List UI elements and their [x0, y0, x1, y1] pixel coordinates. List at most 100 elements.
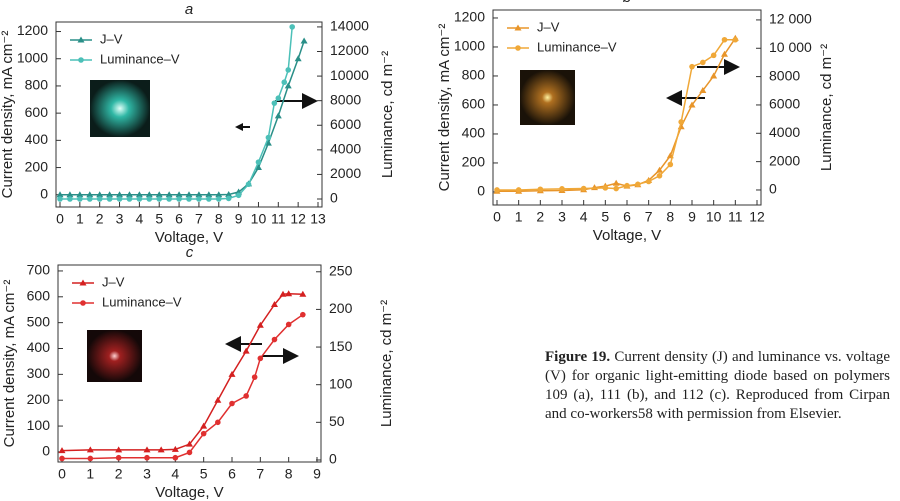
x-tick-label: 7 — [256, 466, 264, 482]
data-point — [143, 446, 151, 453]
caption-text: Current density (J) and luminance vs. vo… — [545, 349, 891, 422]
data-point — [300, 37, 308, 44]
y2-tick-label: 4000 — [769, 124, 800, 140]
data-point — [87, 455, 94, 462]
caption-label: Figure 19. — [545, 349, 611, 365]
y-tick-label: 300 — [27, 365, 51, 381]
data-point — [275, 95, 282, 102]
x-tick-label: 10 — [251, 211, 267, 227]
plot-frame — [55, 21, 323, 208]
data-point — [144, 454, 150, 461]
data-point — [86, 191, 94, 198]
x-tick-label: 13 — [310, 211, 326, 227]
data-point — [699, 86, 707, 93]
data-point — [689, 63, 695, 70]
x-tick-label: 6 — [175, 211, 183, 227]
data-point — [146, 196, 153, 202]
data-point — [59, 455, 65, 462]
data-point — [156, 196, 163, 202]
x-tick-label: 0 — [493, 209, 501, 225]
y-tick-label: 200 — [25, 158, 49, 174]
x-tick-label: 7 — [645, 209, 653, 225]
series-line — [61, 292, 303, 452]
data-point — [116, 191, 124, 198]
y-tick-label: 600 — [27, 288, 51, 304]
data-point — [602, 185, 609, 191]
data-point — [515, 187, 522, 193]
x-tick-label: 0 — [58, 466, 66, 482]
y2-tick-label: 250 — [329, 262, 353, 278]
data-point — [289, 24, 296, 30]
data-point — [205, 191, 213, 198]
data-point — [215, 196, 222, 202]
y2-tick-label: 4000 — [330, 141, 361, 157]
legend-marker — [78, 57, 84, 63]
data-point — [678, 119, 684, 125]
data-point — [667, 161, 674, 168]
data-point — [732, 36, 739, 43]
y2-tick-label: 8000 — [330, 91, 361, 107]
data-point — [96, 196, 103, 202]
y2-tick-label: 10 000 — [769, 39, 812, 55]
data-point — [176, 196, 182, 202]
data-point — [612, 179, 620, 186]
data-point — [155, 191, 163, 198]
data-point — [215, 419, 221, 426]
y-tick-label: 200 — [27, 391, 51, 407]
y2-tick-label: 150 — [329, 338, 353, 354]
x-tick-label: 6 — [228, 466, 236, 482]
data-point — [274, 112, 282, 119]
data-point — [106, 191, 114, 198]
y-tick-label: 1000 — [17, 49, 48, 65]
y-tick-label: 1200 — [17, 22, 48, 38]
data-point — [157, 446, 165, 453]
plot-frame — [57, 264, 322, 463]
y2-axis-label: Luminance, cd m⁻² — [378, 300, 395, 427]
x-tick-label: 12 — [290, 211, 306, 227]
y-tick-label: 500 — [27, 313, 51, 329]
y-tick-label: 600 — [25, 104, 49, 120]
data-point — [243, 393, 249, 399]
data-point — [299, 290, 307, 297]
x-tick-label: 7 — [195, 211, 203, 227]
x-tick-label: 2 — [536, 209, 544, 225]
data-point — [200, 430, 207, 437]
data-point — [580, 185, 587, 192]
panel-title: c — [186, 244, 194, 261]
legend-label: J–V — [100, 31, 123, 46]
y-tick-label: 0 — [40, 185, 48, 201]
y-axis-label: Current density, mA cm⁻² — [0, 31, 16, 199]
y2-tick-label: 50 — [329, 413, 345, 429]
x-tick-label: 1 — [86, 466, 94, 482]
x-tick-label: 0 — [56, 211, 64, 227]
panel-title: a — [185, 1, 193, 18]
y-tick-label: 200 — [462, 154, 486, 170]
data-point — [206, 196, 212, 202]
x-axis-label: Voltage, V — [593, 227, 661, 244]
data-point — [271, 301, 278, 308]
y2-tick-label: 0 — [330, 190, 338, 206]
data-point — [300, 311, 306, 318]
data-point — [67, 196, 73, 202]
legend-label: J–V — [102, 274, 125, 289]
y-tick-label: 400 — [462, 125, 486, 141]
x-axis-label: Voltage, V — [155, 484, 223, 501]
x-tick-label: 8 — [666, 209, 674, 225]
x-tick-label: 5 — [601, 209, 609, 225]
y-tick-label: 0 — [477, 183, 485, 199]
data-point — [688, 101, 696, 108]
data-point — [281, 79, 288, 86]
data-point — [86, 446, 94, 453]
x-tick-label: 4 — [580, 209, 588, 225]
data-point — [254, 164, 262, 171]
data-point — [271, 336, 278, 343]
data-point — [624, 182, 630, 189]
data-point — [214, 396, 222, 403]
data-point — [285, 321, 292, 328]
data-point — [710, 52, 717, 59]
data-point — [242, 347, 250, 354]
data-point — [245, 181, 252, 188]
data-point — [186, 196, 192, 202]
x-tick-label: 1 — [515, 209, 523, 225]
